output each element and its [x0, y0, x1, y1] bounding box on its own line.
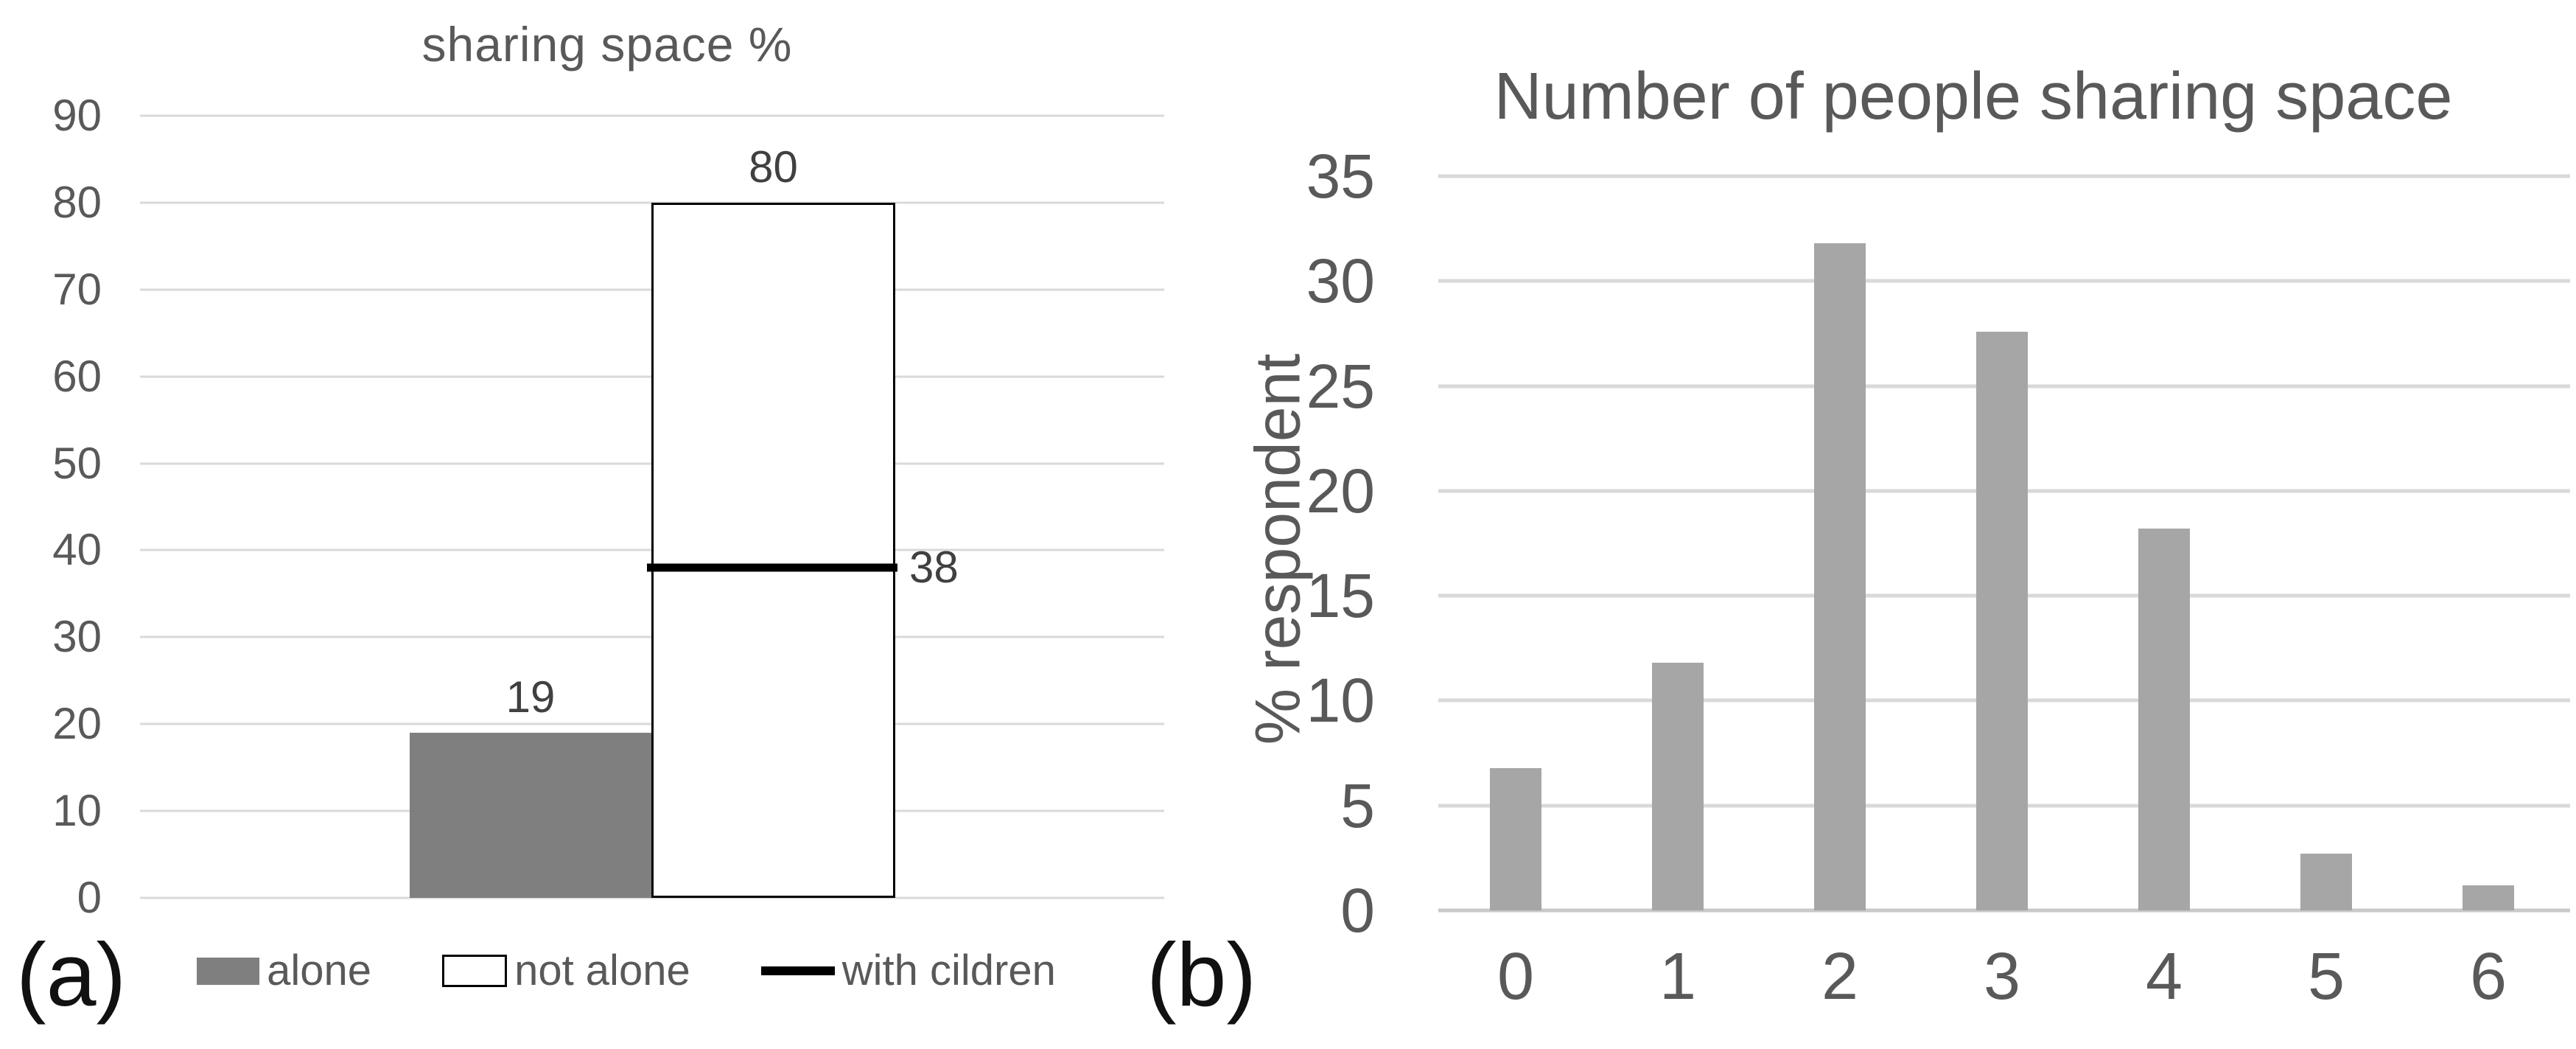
legend-item-with-children: with cildren: [760, 947, 1056, 994]
legend-label-alone: alone: [267, 947, 372, 994]
panel-b-y-axis-label: % respondent: [1242, 353, 1314, 745]
panel-a-chart-title: sharing space %: [421, 17, 793, 72]
panel-a-plot-area: 19 80 38 90 80 70 60 50 40 30 20 10 0: [52, 94, 1164, 920]
panel-b-y-tick-label: 35: [1306, 142, 1375, 211]
panel-a-y-tick-label: 60: [52, 351, 102, 401]
panel-a-y-tick-label: 80: [52, 177, 102, 227]
bar-alone: [410, 733, 651, 898]
panel-b-bar-1: [1652, 663, 1704, 910]
panel-b-y-tick-label: 20: [1306, 456, 1375, 526]
panel-b-gridline: [1438, 174, 2570, 178]
panel-a-y-tick-label: 20: [52, 699, 102, 749]
panel-a-letter: (a): [16, 924, 127, 1025]
panel-b-gridline: [1438, 908, 2570, 913]
panel-b-x-tick-label: 1: [1659, 940, 1697, 1014]
data-label-with-children: 38: [909, 543, 959, 593]
legend-item-alone: alone: [197, 949, 371, 992]
panel-a-gridline: [140, 114, 1164, 117]
panel-b-bar-3: [1976, 331, 2028, 910]
legend-label-with-children: with cildren: [841, 947, 1056, 994]
bar-not-alone: [651, 202, 895, 898]
panel-b-plot-area: 35 30 25 20 15 10 5 0 0 1 2 3 4 5 6: [1306, 145, 2570, 1010]
panel-b-chart-title: Number of people sharing space: [1494, 60, 2453, 133]
panel-b-x-tick-label: 3: [1983, 940, 2021, 1014]
legend-swatch-alone: [197, 957, 260, 985]
panel-b-y-tick-label: 10: [1306, 666, 1375, 736]
panel-a-y-tick-label: 50: [52, 438, 102, 488]
panel-a-y-tick-label: 10: [52, 786, 102, 836]
panel-b-y-tick-label: 30: [1306, 246, 1375, 316]
panel-a-gridline: [140, 896, 1164, 899]
panel-a-y-tick-label: 0: [77, 873, 102, 922]
panel-b-gridline: [1438, 279, 2570, 283]
panel-b-bar-0: [1490, 767, 1541, 910]
panel-b-bar-6: [2463, 885, 2514, 910]
panel-b-y-tick-label: 5: [1340, 770, 1375, 840]
data-label-not-alone: 80: [749, 142, 798, 192]
panel-b-x-tick-label: 4: [2145, 940, 2183, 1014]
legend-item-not-alone: not alone: [442, 949, 690, 992]
panel-b-y-tick-label: 25: [1306, 351, 1375, 421]
panel-a-y-tick-label: 40: [52, 525, 102, 575]
panel-b-bar-5: [2300, 854, 2352, 910]
panel-a-legend: alone not alone with cildren: [0, 944, 1253, 998]
panel-b-y-tick-label: 15: [1306, 561, 1375, 631]
panel-b-x-tick-label: 2: [1821, 940, 1859, 1014]
panel-a-y-tick-label: 30: [52, 612, 102, 662]
panel-a-y-tick-label: 70: [52, 264, 102, 314]
legend-swatch-with-children-line: [760, 966, 835, 975]
data-label-alone: 19: [505, 672, 556, 722]
panel-b-bar-4: [2138, 529, 2190, 910]
panel-b-letter: (b): [1147, 924, 1257, 1025]
panel-b-y-tick-label: 0: [1340, 876, 1375, 945]
panel-a-y-tick-label: 90: [52, 91, 102, 140]
panel-b-bar-2: [1814, 243, 1866, 910]
panel-b-x-tick-label: 0: [1497, 940, 1535, 1014]
panel-b-x-tick-label: 5: [2307, 940, 2345, 1014]
with-children-line-marker: [647, 563, 897, 572]
legend-label-not-alone: not alone: [514, 947, 690, 994]
panel-b-x-tick-label: 6: [2469, 940, 2507, 1014]
legend-swatch-not-alone: [442, 955, 508, 987]
